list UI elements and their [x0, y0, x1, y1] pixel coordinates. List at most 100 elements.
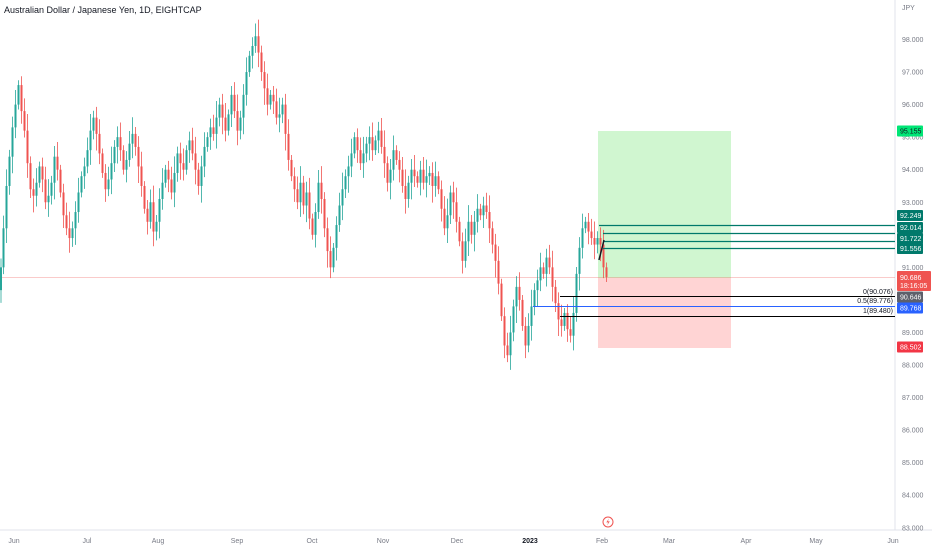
candle-body[interactable]: [218, 104, 221, 118]
candle-body[interactable]: [89, 130, 92, 151]
candle-body[interactable]: [173, 172, 176, 193]
candle-body[interactable]: [62, 192, 65, 216]
candle-body[interactable]: [314, 212, 317, 235]
candle-body[interactable]: [422, 169, 425, 183]
candle-body[interactable]: [332, 247, 335, 268]
candle-body[interactable]: [320, 182, 323, 199]
candle-body[interactable]: [239, 117, 242, 131]
candle-body[interactable]: [74, 212, 77, 229]
candle-body[interactable]: [587, 221, 590, 232]
candle-body[interactable]: [509, 332, 512, 356]
candle-body[interactable]: [377, 130, 380, 141]
candle-body[interactable]: [404, 185, 407, 199]
candle-body[interactable]: [197, 169, 200, 186]
candle-body[interactable]: [125, 159, 128, 170]
candle-body[interactable]: [248, 55, 251, 73]
candle-body[interactable]: [296, 189, 299, 203]
candle-body[interactable]: [461, 241, 464, 261]
candle-body[interactable]: [500, 283, 503, 317]
candle-body[interactable]: [257, 36, 260, 53]
candle-body[interactable]: [0, 267, 2, 291]
candle-body[interactable]: [428, 172, 431, 177]
candle-body[interactable]: [512, 306, 515, 333]
candle-body[interactable]: [110, 163, 113, 180]
candle-body[interactable]: [275, 101, 278, 118]
price-badge-target[interactable]: [897, 125, 923, 137]
candle-body[interactable]: [53, 156, 56, 183]
candle-body[interactable]: [338, 205, 341, 226]
candle-body[interactable]: [362, 153, 365, 164]
candle-body[interactable]: [98, 133, 101, 154]
candle-body[interactable]: [119, 137, 122, 151]
candle-body[interactable]: [287, 133, 290, 160]
candle-body[interactable]: [563, 312, 566, 326]
candle-body[interactable]: [599, 238, 602, 245]
candle-body[interactable]: [5, 185, 8, 229]
price-badge-fib[interactable]: [897, 291, 923, 303]
candle-body[interactable]: [209, 127, 212, 138]
candle-body[interactable]: [176, 153, 179, 173]
candle-body[interactable]: [263, 72, 266, 89]
candle-body[interactable]: [278, 114, 281, 118]
candle-body[interactable]: [131, 133, 134, 144]
candle-body[interactable]: [149, 202, 152, 222]
candle-body[interactable]: [419, 169, 422, 183]
candle-body[interactable]: [317, 182, 320, 213]
candle-body[interactable]: [50, 182, 53, 196]
candle-body[interactable]: [575, 273, 578, 313]
candle-body[interactable]: [161, 182, 164, 199]
candle-body[interactable]: [443, 208, 446, 229]
candle-body[interactable]: [266, 88, 269, 105]
candle-body[interactable]: [41, 166, 44, 180]
candle-body[interactable]: [224, 117, 227, 131]
candle-body[interactable]: [134, 133, 137, 147]
candle-body[interactable]: [101, 153, 104, 173]
candle-body[interactable]: [401, 169, 404, 186]
candle-body[interactable]: [59, 169, 62, 193]
candle-body[interactable]: [164, 169, 167, 183]
candle-body[interactable]: [305, 192, 308, 206]
profit-zone[interactable]: [598, 131, 731, 278]
candle-body[interactable]: [242, 94, 245, 118]
candle-body[interactable]: [191, 140, 194, 154]
candle-body[interactable]: [179, 153, 182, 164]
candle-body[interactable]: [515, 286, 518, 307]
candle-body[interactable]: [323, 198, 326, 229]
candle-body[interactable]: [548, 257, 551, 268]
candle-body[interactable]: [380, 130, 383, 147]
price-badge-level[interactable]: [897, 243, 923, 254]
candle-body[interactable]: [434, 176, 437, 186]
candle-body[interactable]: [392, 150, 395, 170]
price-badge-stop[interactable]: [897, 341, 923, 353]
candle-body[interactable]: [86, 150, 89, 167]
candle-body[interactable]: [365, 143, 368, 154]
candle-body[interactable]: [533, 290, 536, 307]
candle-body[interactable]: [272, 94, 275, 102]
candle-body[interactable]: [521, 299, 524, 326]
candle-body[interactable]: [182, 163, 185, 170]
candle-body[interactable]: [485, 205, 488, 213]
candle-body[interactable]: [200, 166, 203, 186]
candle-body[interactable]: [113, 146, 116, 164]
candle-body[interactable]: [188, 140, 191, 151]
candle-body[interactable]: [410, 169, 413, 183]
candle-body[interactable]: [470, 221, 473, 235]
candle-body[interactable]: [47, 195, 50, 203]
current-price-badge[interactable]: [897, 271, 931, 291]
candle-body[interactable]: [356, 137, 359, 151]
loss-zone[interactable]: [598, 278, 731, 348]
candle-body[interactable]: [398, 159, 401, 170]
candle-body[interactable]: [38, 166, 41, 183]
candle-body[interactable]: [389, 169, 392, 183]
candle-body[interactable]: [464, 241, 467, 261]
candle-body[interactable]: [413, 169, 416, 177]
candle-body[interactable]: [560, 319, 563, 326]
candle-body[interactable]: [95, 117, 98, 134]
candle-body[interactable]: [602, 244, 605, 268]
candle-body[interactable]: [26, 130, 29, 164]
candle-body[interactable]: [359, 150, 362, 164]
candle-body[interactable]: [431, 172, 434, 186]
candle-body[interactable]: [92, 117, 95, 131]
candle-body[interactable]: [230, 94, 233, 115]
